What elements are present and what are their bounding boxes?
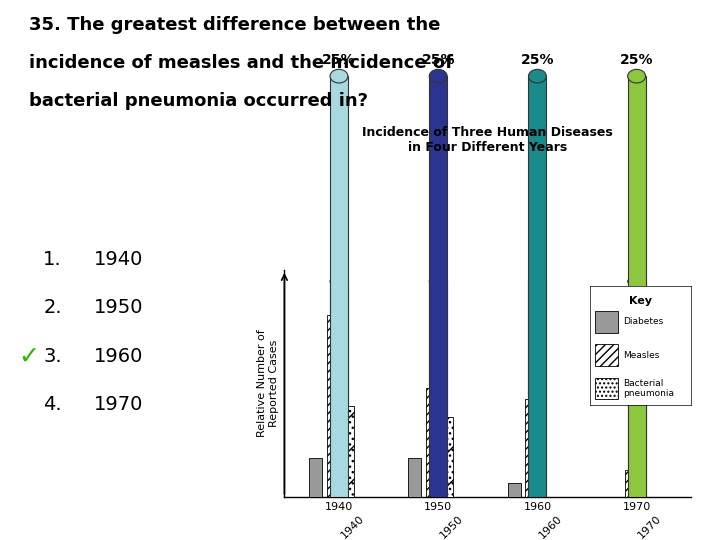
Bar xyxy=(408,458,421,497)
Bar xyxy=(330,281,348,497)
Text: 1940: 1940 xyxy=(94,249,143,269)
Text: 1960: 1960 xyxy=(94,347,143,366)
Text: 35. The greatest difference between the: 35. The greatest difference between the xyxy=(29,16,440,34)
Bar xyxy=(341,406,354,497)
Bar xyxy=(508,483,521,497)
Bar xyxy=(624,470,637,497)
Text: 1970: 1970 xyxy=(94,395,143,415)
Bar xyxy=(426,388,439,497)
Text: Bacterial
pneumonia: Bacterial pneumonia xyxy=(623,379,674,398)
Bar xyxy=(628,76,646,497)
Ellipse shape xyxy=(429,69,447,83)
Ellipse shape xyxy=(330,492,348,501)
Text: 1.: 1. xyxy=(43,249,62,269)
Bar xyxy=(528,281,546,497)
Bar xyxy=(595,345,618,366)
Bar xyxy=(330,76,348,497)
Bar xyxy=(526,399,539,497)
Text: Key: Key xyxy=(629,296,652,306)
Text: Incidence of Three Human Diseases
in Four Different Years: Incidence of Three Human Diseases in Fou… xyxy=(362,126,613,154)
Text: 25%: 25% xyxy=(620,53,653,67)
Bar xyxy=(528,76,546,497)
Ellipse shape xyxy=(528,277,546,286)
Ellipse shape xyxy=(628,69,646,83)
Text: 4.: 4. xyxy=(43,395,62,415)
Text: 1950: 1950 xyxy=(94,298,143,318)
Ellipse shape xyxy=(429,492,447,501)
Text: Diabetes: Diabetes xyxy=(623,318,663,326)
Text: 25%: 25% xyxy=(521,53,554,67)
Y-axis label: Relative Number of
Reported Cases: Relative Number of Reported Cases xyxy=(257,329,279,437)
Text: 25%: 25% xyxy=(421,53,455,67)
Ellipse shape xyxy=(628,492,646,501)
Ellipse shape xyxy=(528,492,546,501)
Text: 2.: 2. xyxy=(43,298,62,318)
Text: Measles: Measles xyxy=(623,350,659,360)
Text: 3.: 3. xyxy=(43,347,62,366)
Ellipse shape xyxy=(330,277,348,286)
Ellipse shape xyxy=(628,277,646,286)
Bar xyxy=(429,76,447,497)
Text: 25%: 25% xyxy=(323,53,356,67)
Text: ✓: ✓ xyxy=(18,345,39,368)
Bar xyxy=(309,458,322,497)
Bar xyxy=(628,281,646,497)
Bar xyxy=(440,417,453,497)
Ellipse shape xyxy=(330,69,348,83)
Ellipse shape xyxy=(429,277,447,286)
Bar xyxy=(429,281,447,497)
Bar xyxy=(327,315,340,497)
Text: bacterial pneumonia occurred in?: bacterial pneumonia occurred in? xyxy=(29,92,368,110)
Bar xyxy=(595,311,618,333)
Bar xyxy=(595,377,618,399)
Ellipse shape xyxy=(528,69,546,83)
Text: incidence of measles and the incidence of: incidence of measles and the incidence o… xyxy=(29,54,453,72)
